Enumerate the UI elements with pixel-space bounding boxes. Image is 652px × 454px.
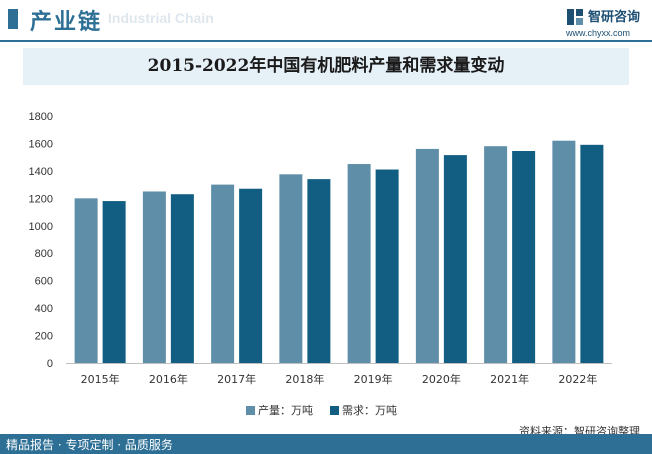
bar-demand: [170, 194, 194, 363]
y-tick-label: 1400: [29, 166, 53, 178]
y-tick-label: 600: [35, 276, 53, 288]
y-tick-label: 1000: [29, 221, 53, 233]
footer-bar: 精品报告 · 专项定制 · 品质服务: [0, 434, 652, 454]
logo-name: 智研咨询: [588, 10, 641, 25]
bar-production: [74, 198, 98, 363]
y-tick-label: 400: [35, 303, 53, 315]
bar-demand: [443, 155, 467, 363]
x-tick-label: 2019年: [354, 372, 393, 386]
bar-demand: [307, 179, 331, 363]
chart-title: 2015-2022年中国有机肥料产量和需求量变动: [147, 56, 505, 76]
chart-title-box: 2015-2022年中国有机肥料产量和需求量变动: [23, 48, 629, 85]
logo-icon: [567, 9, 583, 25]
logo-url: www.chyxx.com: [566, 28, 631, 38]
bar-production: [279, 174, 303, 363]
bar-demand: [512, 150, 536, 363]
bar-production: [347, 164, 371, 363]
x-tick-label: 2021年: [490, 372, 529, 386]
header-bar: 产业链 Industrial Chain 智研咨询 www.chyxx.com: [0, 0, 652, 40]
x-tick-label: 2020年: [422, 372, 461, 386]
bar-production: [415, 148, 439, 363]
header-accent-bar: [8, 9, 18, 29]
header-ghost-text: Industrial Chain: [108, 10, 214, 26]
legend-swatch-demand: [330, 406, 339, 415]
bar-demand: [239, 188, 263, 363]
x-tick-label: 2018年: [285, 372, 324, 386]
legend-item-production: 产量：万吨: [246, 402, 313, 418]
bar-demand: [580, 144, 604, 363]
bar-production: [142, 191, 166, 363]
header-divider: [0, 40, 652, 42]
bar-production: [484, 146, 508, 363]
legend-label-production: 产量：万吨: [258, 404, 313, 417]
y-tick-label: 0: [47, 358, 53, 370]
bar-demand: [375, 169, 399, 363]
y-tick-label: 200: [35, 331, 53, 343]
y-tick-label: 800: [35, 248, 53, 260]
y-tick-label: 1600: [29, 138, 53, 150]
bar-production: [211, 184, 235, 363]
y-tick-label: 1800: [29, 111, 53, 123]
x-tick-label: 2016年: [149, 372, 188, 386]
footer-text: 精品报告 · 专项定制 · 品质服务: [6, 438, 173, 452]
bar-production: [552, 140, 576, 363]
legend-swatch-production: [246, 406, 255, 415]
y-tick-label: 1200: [29, 193, 53, 205]
bar-demand: [102, 201, 126, 363]
x-tick-label: 2022年: [558, 372, 597, 386]
x-tick-label: 2017年: [217, 372, 256, 386]
page-title: 产业链: [30, 10, 103, 35]
legend-item-demand: 需求：万吨: [330, 402, 397, 418]
x-tick-label: 2015年: [81, 372, 120, 386]
chart-legend: 产量：万吨 需求：万吨: [0, 402, 652, 418]
bar-chart: 0 200 400 600 800 1000 1200 1400 1600 1800 2015年 20…: [29, 111, 612, 386]
legend-label-demand: 需求：万吨: [342, 404, 397, 417]
